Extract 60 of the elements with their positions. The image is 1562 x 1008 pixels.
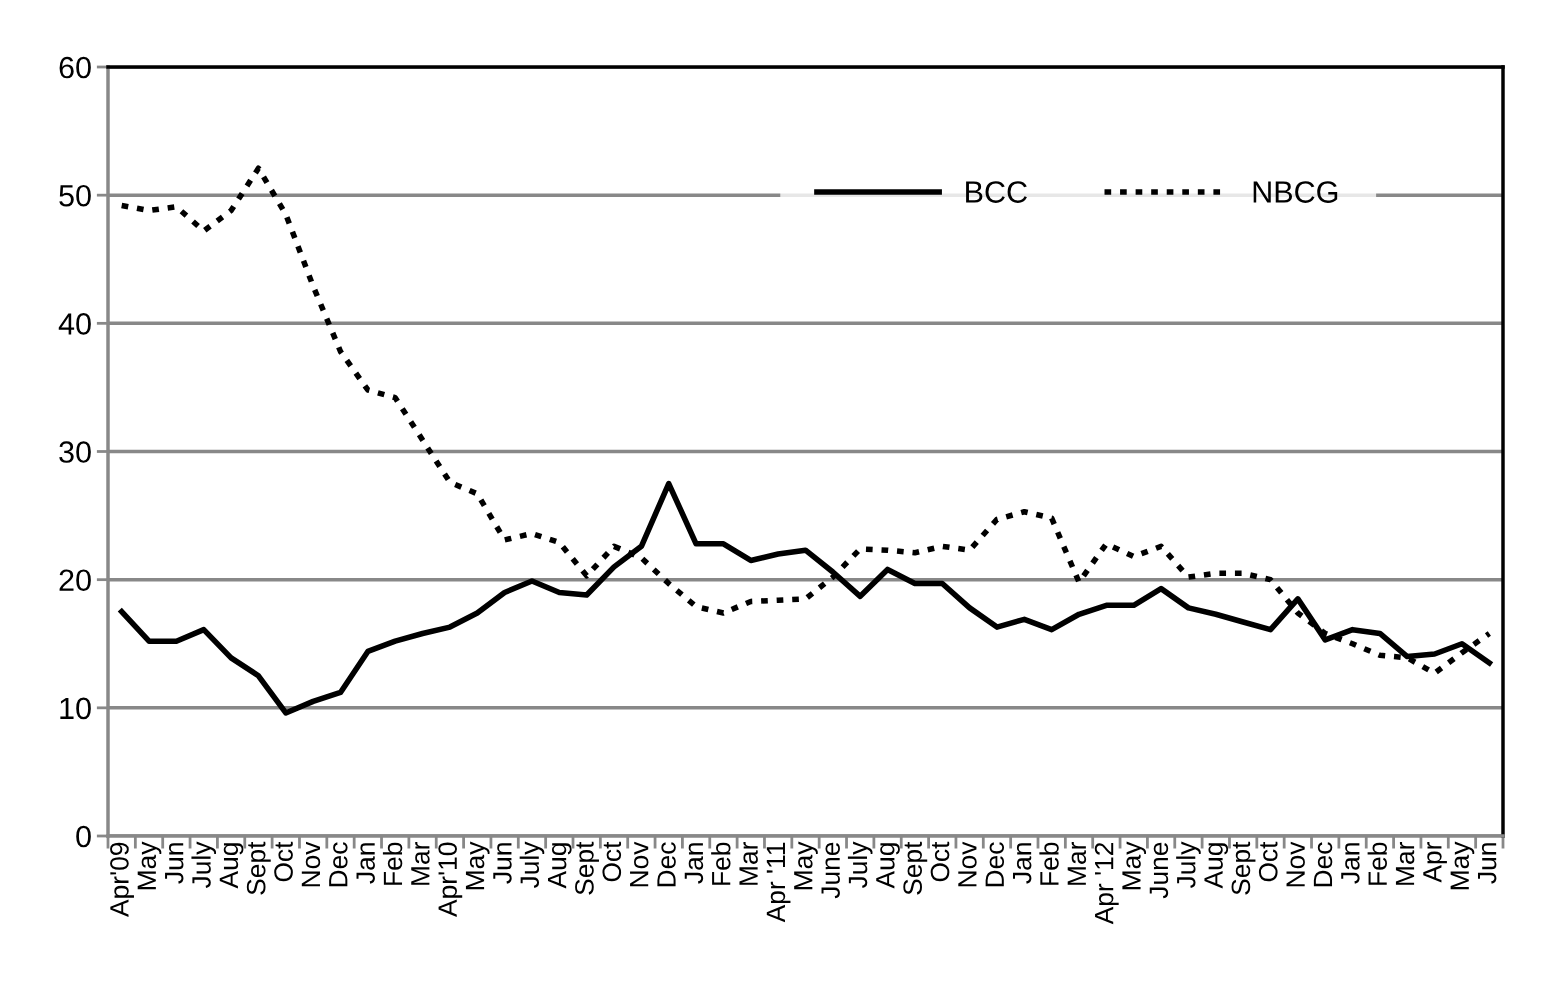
x-tick-label: June [821, 842, 840, 899]
x-tick-label: Mar [411, 841, 430, 885]
x-tick-label: Sept [903, 841, 928, 895]
x-tick-label: Oct [602, 841, 622, 882]
x-tick-label: Jun [1477, 843, 1497, 884]
x-tick-label: Jun [493, 843, 512, 884]
x-tick-label: Oct [930, 841, 950, 882]
x-tick-label: Dec [985, 842, 1005, 887]
x-tick-label: Sept [1231, 841, 1256, 895]
x-tick-label: May [794, 841, 818, 890]
x-tick-label: Dec [657, 842, 676, 887]
x-tick-label: Apr'10 [438, 842, 463, 917]
x-tick-label: May [465, 841, 490, 890]
x-tick-label: Apr '12 [1094, 842, 1119, 925]
x-tick-label: July [191, 841, 217, 889]
x-tick-label: Mar [739, 841, 758, 885]
x-tick-label: Sept [246, 841, 271, 895]
x-tick-label: Dec [329, 842, 348, 887]
y-tick-label: 0 [76, 825, 91, 848]
x-tick-label: Feb [1367, 842, 1387, 885]
x-tick-label: July [519, 841, 545, 889]
x-tick-label: Aug [547, 843, 572, 889]
x-tick-label: Oct [274, 841, 293, 882]
x-tick-label: July [847, 841, 873, 889]
y-tick-label: 20 [59, 569, 91, 592]
x-tick-label: Jun [165, 843, 184, 884]
x-tick-label: Apr '11 [766, 842, 791, 923]
x-tick-label: Apr'09 [110, 842, 134, 917]
x-tick-label: Aug [219, 843, 244, 889]
y-tick-label: 10 [60, 697, 91, 720]
y-tick-label: 60 [59, 56, 91, 79]
x-tick-label: Mar [1067, 841, 1087, 885]
x-tick-label: Jan [1012, 843, 1032, 884]
x-tick-label: Feb [711, 842, 731, 885]
x-tick-label: Feb [382, 842, 403, 885]
x-tick-label: May [1450, 841, 1475, 890]
x-tick-label: Nov [958, 841, 977, 887]
x-tick-label: Dec [1313, 842, 1333, 887]
x-tick-label: Nov [1286, 841, 1305, 887]
x-tick-label: June [1149, 842, 1169, 899]
x-tick-label: Aug [1204, 843, 1229, 889]
x-tick-label: Nov [301, 841, 321, 887]
x-tick-label: May [137, 841, 162, 890]
x-tick-label: May [1122, 841, 1147, 890]
x-tick-label: Oct [1258, 841, 1278, 882]
x-tick-label: Jan [684, 843, 704, 884]
x-tick-label: Sept [575, 841, 599, 895]
x-tick-label: Apr [1423, 841, 1447, 883]
legend-label: BCC [966, 181, 1027, 203]
y-tick-label: 30 [59, 441, 91, 463]
x-tick-label: Mar [1395, 841, 1415, 885]
legend-label: NBCG [1253, 181, 1338, 203]
x-tick-label: July [1176, 841, 1201, 889]
y-tick-label: 50 [59, 184, 91, 207]
x-tick-label: Nov [630, 841, 649, 887]
y-tick-label: 40 [58, 313, 91, 335]
x-tick-label: Aug [876, 843, 900, 889]
x-tick-label: Feb [1039, 842, 1059, 885]
x-tick-label: Jan [1341, 843, 1360, 884]
x-tick-label: Jan [356, 843, 375, 884]
